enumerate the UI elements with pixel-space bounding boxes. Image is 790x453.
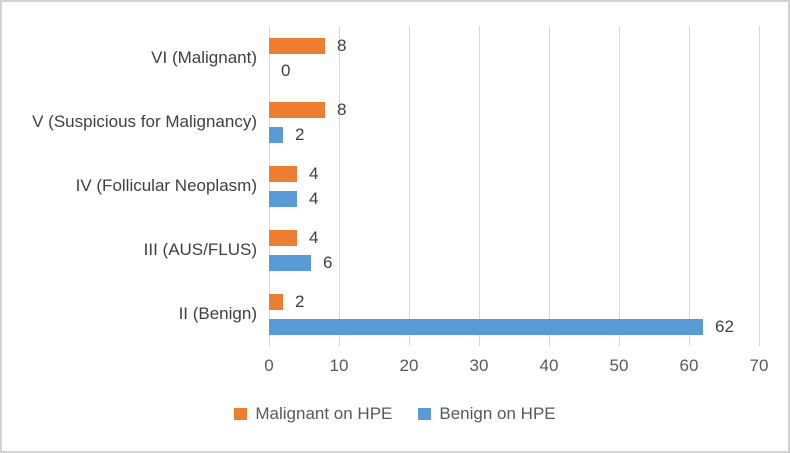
value-label-malignant-on-hpe: 4 [309,228,319,247]
bar-malignant-on-hpe [269,230,297,246]
gridline [549,26,550,346]
x-axis-tick-label: 0 [264,356,274,375]
y-axis-line [269,26,270,346]
legend: Malignant on HPE Benign on HPE [2,404,788,424]
bar-malignant-on-hpe [269,166,297,182]
gridline [619,26,620,346]
x-axis-tick-label: 30 [469,356,489,375]
legend-swatch-benign-on-hpe [418,408,432,420]
legend-label-malignant-on-hpe: Malignant on HPE [255,404,393,423]
value-label-malignant-on-hpe: 8 [337,100,347,119]
category-label: IV (Follicular Neoplasm) [75,176,257,195]
value-label-benign-on-hpe: 2 [295,125,305,144]
gridline [689,26,690,346]
x-axis-tick-label: 20 [399,356,419,375]
value-label-benign-on-hpe: 6 [323,253,333,272]
legend-item-malignant-on-hpe: Malignant on HPE [234,404,392,424]
category-label: II (Benign) [178,304,257,323]
x-axis-tick-label: 70 [749,356,769,375]
bar-benign-on-hpe [269,255,311,271]
bar-benign-on-hpe [269,319,703,335]
x-axis-tick-label: 50 [609,356,629,375]
gridline [409,26,410,346]
x-axis: 0 10 20 30 40 50 60 70 [264,356,768,378]
value-label-benign-on-hpe: 0 [281,61,291,80]
category-label: V (Suspicious for Malignancy) [32,112,257,131]
value-label-malignant-on-hpe: 2 [295,292,305,311]
x-axis-tick-label: 60 [679,356,699,375]
legend-label-benign-on-hpe: Benign on HPE [439,404,556,423]
gridline [479,26,480,346]
value-label-malignant-on-hpe: 8 [337,36,347,55]
category-axis: VI (Malignant) V (Suspicious for Malignan… [2,26,257,346]
legend-swatch-malignant-on-hpe [234,408,248,420]
bar-malignant-on-hpe [269,294,283,310]
value-label-malignant-on-hpe: 4 [309,164,319,183]
bar-benign-on-hpe [269,191,297,207]
value-label-benign-on-hpe: 4 [309,189,319,208]
value-label-benign-on-hpe: 62 [715,317,734,336]
category-label: VI (Malignant) [151,48,257,67]
bar-benign-on-hpe [269,127,283,143]
legend-item-benign-on-hpe: Benign on HPE [418,404,556,424]
x-axis-tick-label: 40 [539,356,559,375]
x-axis-tick-label: 10 [329,356,349,375]
bar-malignant-on-hpe [269,102,325,118]
gridline [759,26,760,346]
bar-malignant-on-hpe [269,38,325,54]
gridline [339,26,340,346]
plot-area: 8 0 8 2 4 4 4 6 2 62 [269,26,760,346]
category-label: III (AUS/FLUS) [143,240,257,259]
